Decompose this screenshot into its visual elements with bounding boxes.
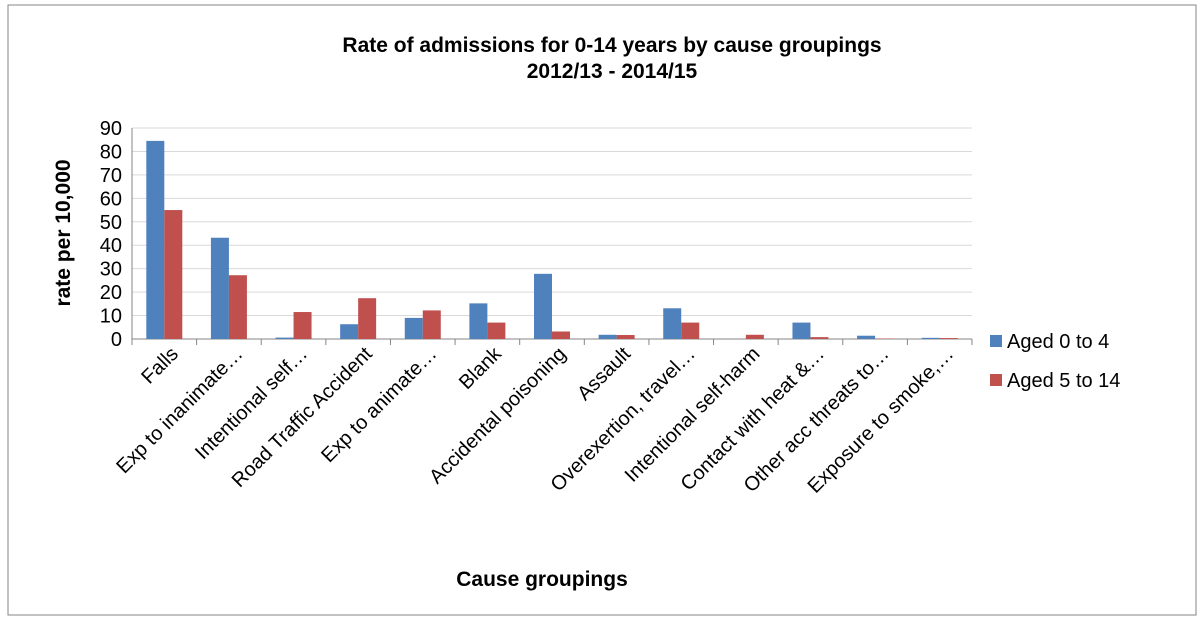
- legend: Aged 0 to 4 Aged 5 to 14: [990, 331, 1120, 392]
- y-tick-label: 80: [100, 141, 122, 163]
- bar-aged-0-to-4: [857, 335, 876, 339]
- y-tick-label: 50: [100, 212, 122, 234]
- bar-aged-5-to-14: [616, 335, 635, 339]
- bar-aged-0-to-4: [598, 334, 617, 339]
- bar-aged-5-to-14: [164, 210, 183, 339]
- y-tick-label: 10: [100, 306, 122, 328]
- bar-aged-5-to-14: [745, 334, 764, 339]
- bar-aged-5-to-14: [293, 312, 312, 339]
- y-axis-title: rate per 10,000: [52, 159, 75, 306]
- bar-aged-0-to-4: [210, 237, 229, 339]
- bar-aged-0-to-4: [146, 140, 165, 339]
- chart-title: Rate of admissions for 0-14 years by cau…: [342, 34, 881, 57]
- bar-aged-5-to-14: [487, 322, 506, 339]
- bar-aged-0-to-4: [792, 322, 811, 339]
- legend-swatch: [990, 374, 1002, 386]
- chart-border: [7, 4, 1197, 616]
- gridlines: [131, 127, 972, 340]
- bar-aged-0-to-4: [275, 337, 294, 339]
- bar-aged-0-to-4: [404, 317, 423, 339]
- y-tick-label: 70: [100, 165, 122, 187]
- y-tick-label: 20: [100, 282, 122, 304]
- bar-aged-5-to-14: [422, 310, 441, 339]
- legend-label: Aged 5 to 14: [1007, 370, 1120, 392]
- bar-aged-5-to-14: [681, 322, 700, 339]
- bar-aged-0-to-4: [469, 303, 488, 339]
- x-axis-title: Cause groupings: [456, 568, 628, 591]
- y-tick-label: 60: [100, 188, 122, 210]
- legend-swatch: [990, 335, 1002, 347]
- bars: [146, 140, 958, 339]
- bar-aged-5-to-14: [939, 338, 958, 339]
- bar-aged-5-to-14: [552, 331, 570, 339]
- y-tick-label: 0: [111, 329, 122, 351]
- bar-aged-0-to-4: [534, 273, 552, 339]
- bar-aged-0-to-4: [340, 324, 359, 339]
- bar-aged-0-to-4: [663, 308, 682, 339]
- bar-aged-5-to-14: [358, 298, 377, 339]
- y-tick-label: 30: [100, 259, 122, 281]
- chart-subtitle: 2012/13 - 2014/15: [527, 60, 698, 83]
- bar-aged-5-to-14: [810, 337, 829, 339]
- bar-aged-5-to-14: [228, 275, 247, 339]
- y-tick-label: 90: [100, 118, 122, 140]
- bar-aged-0-to-4: [921, 337, 940, 339]
- legend-label: Aged 0 to 4: [1007, 331, 1109, 353]
- y-tick-label: 40: [100, 235, 122, 257]
